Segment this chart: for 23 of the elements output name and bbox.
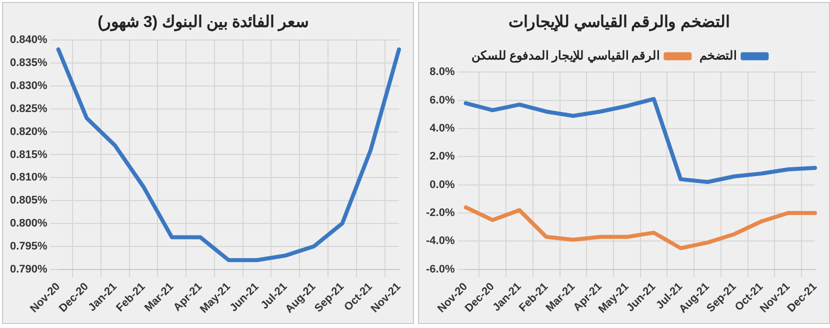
y-tick-label: 0.835% (10, 57, 48, 70)
y-tick-label: 0.790% (10, 263, 48, 276)
y-tick-label: 6.0% (430, 94, 455, 106)
y-tick-label: 0.840% (10, 34, 48, 46)
y-tick-label: 2.0% (430, 150, 455, 163)
chart-title: التضخم والرقم القياسي للإيجارات (508, 14, 730, 32)
y-tick-label: 0.800% (10, 218, 48, 230)
y-tick-label: 4.0% (430, 122, 455, 135)
y-tick-label: 0.825% (10, 102, 48, 115)
y-tick-label: 0.795% (10, 240, 48, 252)
y-tick-label: 0.815% (10, 148, 48, 161)
y-tick-label: 0.830% (10, 80, 48, 92)
y-tick-label: 0.810% (10, 172, 48, 184)
legend-label: التضخم (700, 48, 737, 64)
y-tick-label: 0.0% (430, 178, 455, 191)
y-tick-label: 8.0% (430, 66, 455, 78)
chart-title: سعر الفائدة بين البنوك (3 شهور) (98, 14, 308, 32)
legend-label: الرقم القياسي للإيجار المدفوع للسكن (471, 48, 660, 64)
y-tick-label: 0.805% (10, 194, 48, 207)
y-tick-label: -4.0% (426, 235, 455, 248)
y-tick-label: -2.0% (426, 207, 455, 220)
y-tick-label: 0.820% (10, 126, 48, 138)
y-tick-label: -6.0% (426, 263, 455, 276)
